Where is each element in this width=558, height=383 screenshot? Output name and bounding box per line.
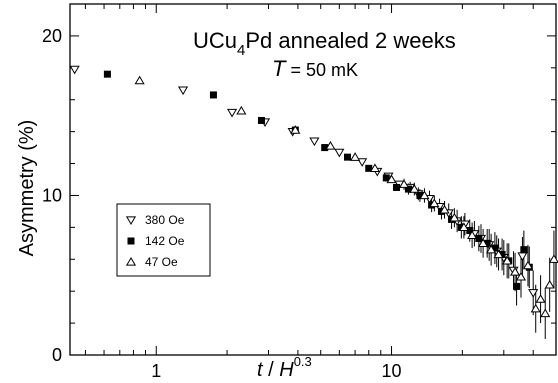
data-point-47-oe (419, 190, 430, 200)
x-axis-label: t / H0.3 (257, 354, 312, 381)
plot-frame (69, 3, 557, 356)
data-point-380-oe (177, 86, 189, 96)
data-point-380-oe (226, 108, 238, 118)
y-tick-label: 0 (52, 345, 62, 365)
data-point-47-oe (515, 271, 527, 281)
subtitle-variable: T (272, 56, 287, 81)
data-point-142-oe (382, 174, 390, 182)
data-point-47-oe (350, 152, 361, 161)
data-point-47-oe (486, 244, 497, 254)
data-point-142-oe (393, 183, 401, 191)
data-point-142-oe (257, 116, 265, 124)
data-point-380-oe (528, 289, 539, 298)
data-points (69, 65, 558, 318)
legend: 380 Oe 142 Oe 47 Oe (116, 203, 211, 277)
legend-marker-142-oe (127, 237, 135, 245)
data-point-380-oe (334, 148, 345, 158)
data-point-47-oe (369, 163, 381, 172)
data-point-142-oe (365, 164, 373, 172)
data-point-142-oe (344, 153, 352, 161)
data-point-142-oe (513, 282, 521, 290)
x-label-slash: / (263, 359, 280, 381)
legend-markers (125, 216, 137, 266)
x-label-h: H (279, 359, 294, 381)
x-tick-label: 1 (151, 361, 161, 381)
legend-marker-380-oe (125, 216, 137, 225)
data-point-142-oe (209, 91, 217, 99)
title-rest: Pd annealed 2 weeks (245, 28, 455, 53)
y-tick-label: 10 (42, 185, 62, 205)
error-bars (403, 178, 555, 340)
axis-ticks: 0 10 20 1 10 (42, 3, 557, 381)
data-point-47-oe (478, 238, 489, 247)
y-axis-label: Asymmetry (%) (16, 120, 38, 257)
data-point-142-oe (520, 246, 528, 254)
data-point-47-oe (540, 308, 551, 318)
data-point-47-oe (510, 267, 521, 276)
data-point-380-oe (357, 158, 368, 167)
data-point-47-oe (544, 279, 555, 289)
title-main: UCu (193, 28, 237, 53)
data-point-47-oe (409, 184, 420, 193)
data-point-142-oe (103, 70, 111, 78)
data-point-380-oe (517, 252, 528, 262)
data-point-47-oe (398, 179, 410, 188)
data-point-47-oe (535, 294, 546, 303)
x-tick-label: 10 (382, 361, 402, 381)
data-point-380-oe (69, 65, 80, 75)
data-point-47-oe (493, 249, 504, 259)
data-point-47-oe (386, 174, 397, 184)
legend-label-142: 142 Oe (145, 234, 185, 248)
legend-label-47: 47 Oe (145, 255, 178, 269)
data-point-47-oe (467, 230, 478, 239)
x-label-t: t (257, 359, 264, 381)
data-point-47-oe (522, 260, 534, 270)
legend-label-380: 380 Oe (145, 213, 185, 227)
data-point-47-oe (449, 212, 460, 222)
data-point-47-oe (290, 125, 301, 134)
chart-title: UCu4Pd annealed 2 weeks (193, 28, 456, 59)
data-point-47-oe (236, 105, 247, 115)
x-label-exponent: 0.3 (294, 354, 312, 369)
title-subscript: 4 (237, 42, 245, 59)
chart-subtitle: T = 50 mK (272, 56, 358, 81)
y-tick-label: 20 (42, 26, 62, 46)
data-point-47-oe (458, 222, 469, 232)
data-point-47-oe (134, 75, 145, 85)
legend-marker-47-oe (125, 257, 137, 266)
data-point-380-oe (309, 137, 320, 147)
data-point-47-oe (429, 198, 440, 208)
data-point-47-oe (439, 204, 450, 214)
data-point-47-oe (530, 303, 541, 313)
data-point-47-oe (502, 255, 513, 265)
subtitle-rest: = 50 mK (285, 60, 358, 80)
data-point-47-oe (548, 254, 558, 263)
data-point-47-oe (325, 141, 336, 150)
plot-border (69, 3, 557, 356)
